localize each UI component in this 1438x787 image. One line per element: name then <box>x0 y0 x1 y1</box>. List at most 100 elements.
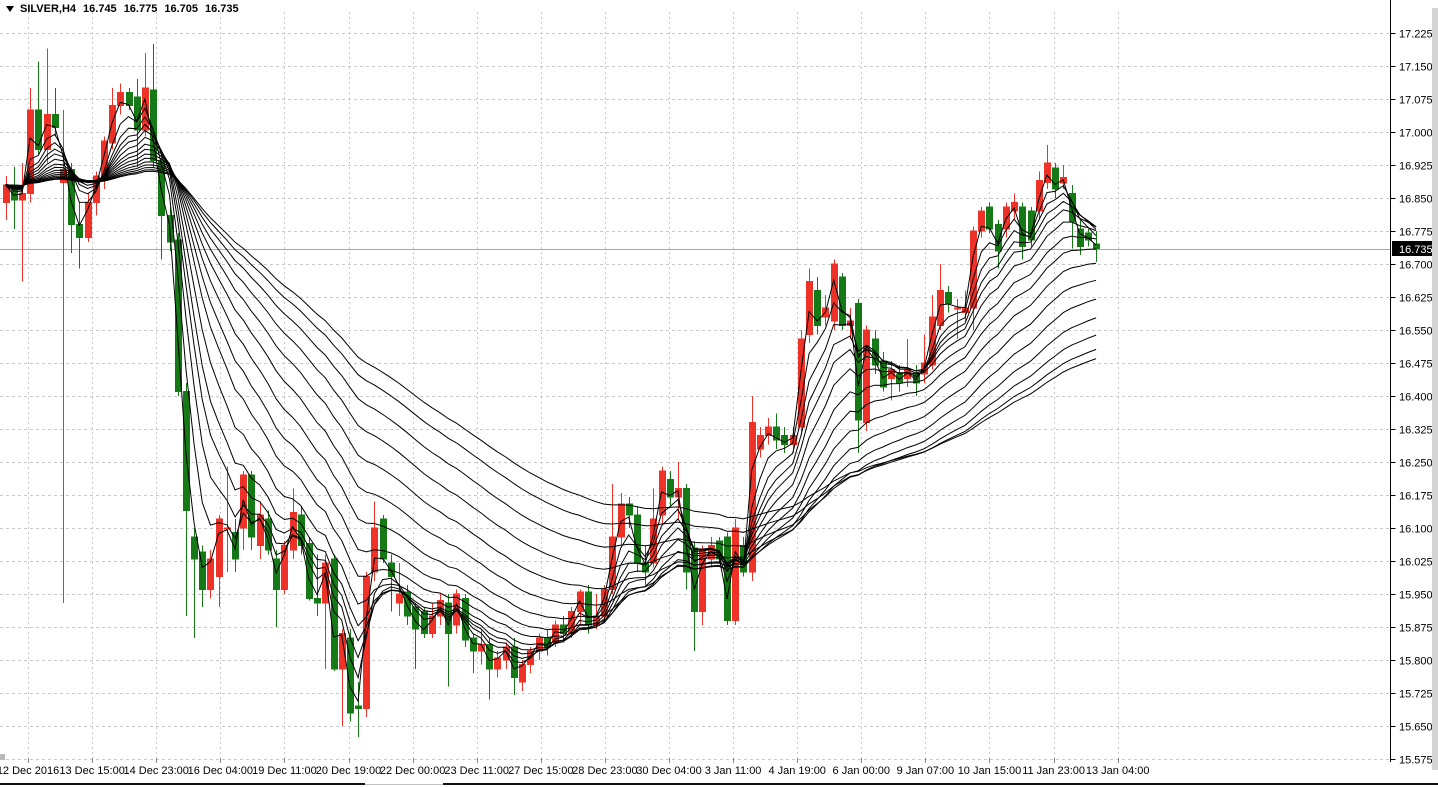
bear-candlestick <box>421 607 428 638</box>
bear-candlestick <box>412 602 419 669</box>
bull-candlestick <box>281 541 288 594</box>
candle-body <box>199 551 206 591</box>
candle-body <box>19 193 26 201</box>
candle-body <box>158 160 165 217</box>
moving-average-line <box>5 148 1097 631</box>
candle-body <box>1011 201 1018 212</box>
bull-candlestick <box>1011 193 1018 220</box>
candle-body <box>273 558 280 591</box>
moving-average-line <box>5 157 1097 606</box>
bear-candlestick <box>773 413 780 449</box>
bear-candlestick <box>35 61 42 154</box>
bear-candlestick <box>667 470 674 506</box>
grid-layer <box>0 12 1390 763</box>
candle-body <box>781 435 788 445</box>
price-tick-label: 16.400 <box>1399 392 1433 404</box>
time-axis-label: 27 Dec 15:00 <box>508 765 573 777</box>
bear-candlestick <box>544 629 551 656</box>
bull-candlestick <box>757 426 764 458</box>
price-tick-label: 15.875 <box>1399 623 1433 635</box>
candle-body <box>27 109 34 195</box>
price-tick-label: 17.150 <box>1399 62 1433 74</box>
scroll-corner-chip <box>0 754 5 760</box>
bear-candlestick <box>945 286 952 313</box>
time-axis-label: 30 Dec 04:00 <box>636 765 701 777</box>
bull-candlestick <box>831 259 838 330</box>
moving-average-line <box>5 143 1097 639</box>
candle-body <box>626 503 633 516</box>
candle-body <box>191 536 198 560</box>
price-tick-label: 16.775 <box>1399 227 1433 239</box>
chart-title-bar: SILVER,H4 16.745 16.775 16.705 16.735 <box>6 3 246 15</box>
price-tick-label: 16.175 <box>1399 491 1433 503</box>
candle-body <box>363 575 370 709</box>
bear-candlestick <box>199 545 206 608</box>
candle-body <box>117 91 124 107</box>
bull-candlestick <box>863 325 870 432</box>
bull-candlestick <box>117 83 124 115</box>
price-tick-label: 15.725 <box>1399 689 1433 701</box>
price-tick-label: 16.925 <box>1399 161 1433 173</box>
bull-candlestick <box>494 651 501 678</box>
bull-candlestick <box>3 176 10 220</box>
candle-body <box>339 633 346 670</box>
chart-dropdown-icon[interactable] <box>6 6 14 12</box>
bull-candlestick <box>904 338 911 388</box>
time-axis-label: 20 Dec 19:00 <box>316 765 381 777</box>
candle-body <box>667 479 674 498</box>
price-tick-label: 16.025 <box>1399 557 1433 569</box>
candle-body <box>224 527 231 530</box>
candle-body <box>281 545 288 591</box>
time-axis-label: 13 Dec 15:00 <box>59 765 124 777</box>
bear-candlestick <box>1093 231 1100 262</box>
candle-body <box>183 391 190 511</box>
price-tick-label: 17.225 <box>1399 29 1433 41</box>
bear-candlestick <box>445 594 452 687</box>
badge-bg <box>1392 241 1438 256</box>
price-tick-label: 15.800 <box>1399 656 1433 668</box>
bull-candlestick <box>44 48 51 163</box>
window-bottom-border-right <box>443 783 1438 785</box>
time-axis-label: 12 Dec 2016 <box>0 765 59 777</box>
moving-average-line <box>5 129 1097 651</box>
candle-body <box>618 503 625 538</box>
bear-candlestick <box>11 167 18 229</box>
price-tick-label: 16.100 <box>1399 524 1433 536</box>
candle-body <box>806 281 813 335</box>
candle-body <box>314 597 321 604</box>
bull-candlestick <box>19 162 26 282</box>
moving-average-line <box>5 170 1097 520</box>
bear-candlestick <box>76 202 83 269</box>
bear-candlestick <box>191 528 198 638</box>
candle-body <box>355 705 362 709</box>
candle-body <box>765 426 772 437</box>
candle-body <box>896 373 903 384</box>
bull-candlestick <box>216 514 223 608</box>
bull-candlestick <box>109 88 116 150</box>
bull-candlestick <box>650 488 657 568</box>
bear-candlestick <box>404 585 411 625</box>
candles-layer <box>3 44 1100 737</box>
candle-body <box>429 615 436 635</box>
bull-candlestick <box>527 646 534 674</box>
bear-candlestick <box>273 550 280 627</box>
candle-body <box>724 536 731 621</box>
bear-candlestick <box>380 514 387 564</box>
candle-body <box>995 223 1002 252</box>
window-bottom-border-gap <box>365 784 443 785</box>
candle-body <box>954 307 961 310</box>
candle-body <box>404 591 411 617</box>
bull-candlestick <box>207 550 214 599</box>
candle-body <box>814 289 821 327</box>
candle-body <box>978 210 985 232</box>
candle-body <box>470 637 477 652</box>
symbol-timeframe-label: SILVER,H4 <box>20 3 77 15</box>
bull-candlestick <box>765 418 772 445</box>
price-tick-label: 16.700 <box>1399 260 1433 272</box>
candle-body <box>134 96 141 131</box>
current-price-value: 16.735 <box>1399 244 1433 256</box>
candle-body <box>1052 167 1059 190</box>
window-bottom-border-left <box>0 783 365 785</box>
